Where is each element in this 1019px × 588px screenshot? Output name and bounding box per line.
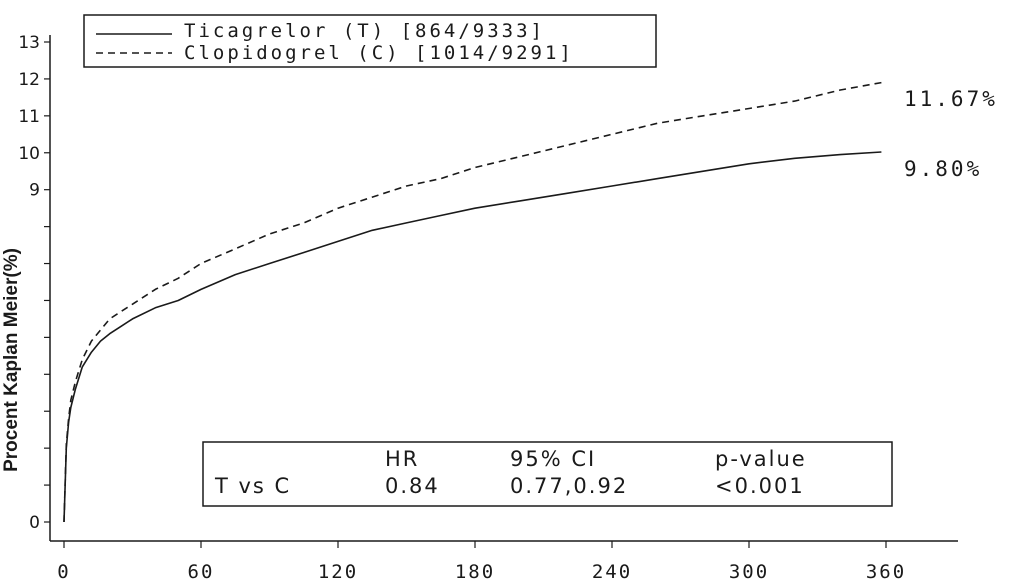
x-tick-label: 180	[455, 561, 495, 583]
x-tick-label: 300	[729, 561, 769, 583]
y-tick-label: 0	[29, 513, 40, 533]
y-axis-ticks: 0 9 10 11 12 13	[18, 33, 50, 533]
y-tick-label: 13	[18, 33, 40, 53]
stats-table: HR 95% CI p-value T vs C 0.84 0.77,0.92 …	[202, 441, 893, 507]
x-tick-label: 360	[866, 561, 906, 583]
end-label-clopidogrel: 11.67%	[904, 87, 998, 111]
stats-value-ci: 0.77,0.92	[510, 474, 628, 498]
stats-row-label: T vs C	[214, 474, 291, 498]
stats-header-pvalue: p-value	[715, 447, 807, 471]
y-axis-label: Procent Kaplan Meier(%)	[1, 248, 22, 472]
series-layer	[63, 81, 882, 523]
x-tick-label: 240	[592, 561, 632, 583]
stats-value-hr: 0.84	[385, 474, 440, 498]
x-axis-ticks: 0 60 120 180 240 300 360	[57, 541, 906, 583]
y-tick-label: 11	[18, 107, 40, 127]
legend: Ticagrelor (T) [864/9333] Clopidogrel (C…	[83, 14, 657, 68]
x-tick-label: 0	[57, 561, 70, 583]
y-tick-label: 12	[18, 70, 40, 90]
stats-header-ci: 95% CI	[510, 447, 596, 471]
series-line-ticagrelor	[63, 151, 882, 523]
y-tick-label: 10	[18, 144, 40, 164]
legend-label-clopidogrel: Clopidogrel (C) [1014/9291]	[184, 42, 574, 64]
stats-header-hr: HR	[385, 447, 419, 471]
legend-label-ticagrelor: Ticagrelor (T) [864/9333]	[184, 20, 545, 42]
stats-value-pvalue: <0.001	[715, 474, 805, 498]
x-tick-label: 60	[188, 561, 215, 583]
x-tick-label: 120	[318, 561, 358, 583]
end-label-ticagrelor: 9.80%	[904, 157, 982, 181]
legend-box	[83, 14, 657, 68]
y-tick-label: 9	[29, 181, 40, 201]
stats-box	[202, 441, 893, 507]
